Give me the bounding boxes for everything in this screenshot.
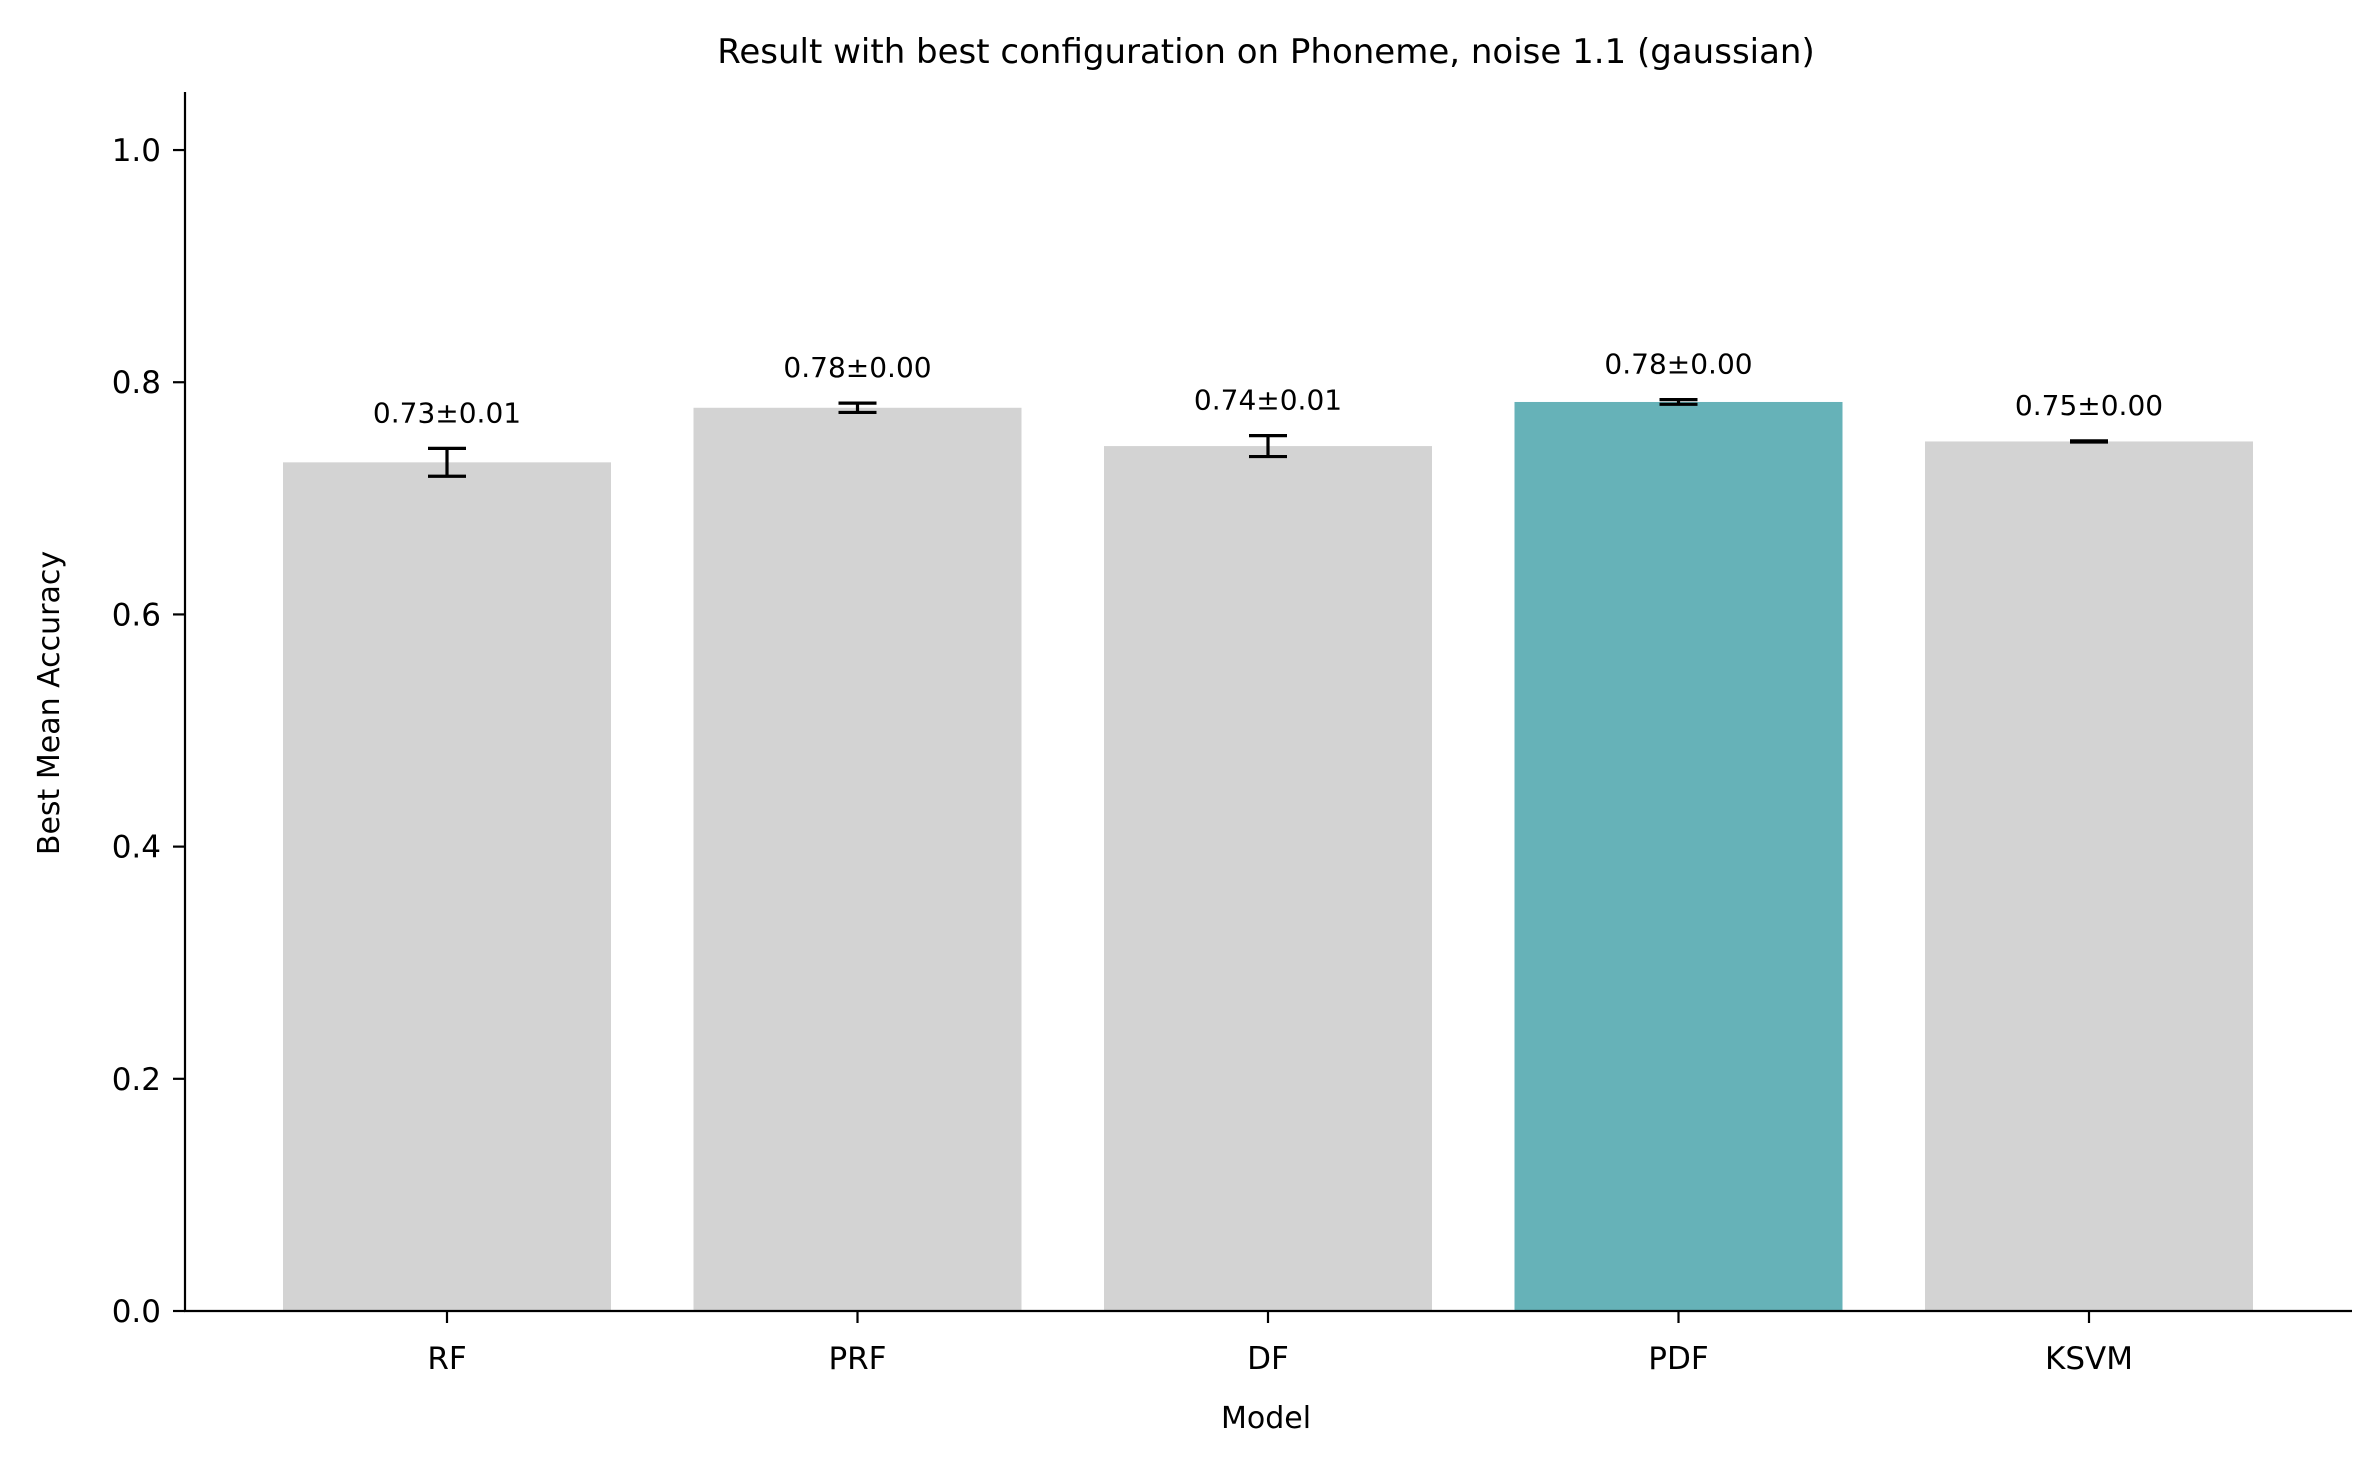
chart-title: Result with best configuration on Phonem… [717,32,1815,72]
x-axis-ticks: RF PRF DF PDF KSVM [427,1311,2133,1377]
data-label-prf: 0.78±0.00 [783,351,931,384]
y-axis-label: Best Mean Accuracy [32,551,67,855]
x-tick-label: DF [1247,1341,1289,1377]
x-tick-label: KSVM [2045,1341,2133,1377]
error-bars-group [428,398,2108,478]
data-label-ksvm: 0.75±0.00 [2015,389,2163,422]
bar-ksvm [1925,441,2253,1311]
y-tick-label: 1.0 [112,133,161,169]
y-tick-label: 0.2 [112,1062,161,1098]
bar-prf [693,407,1022,1311]
x-tick-label: PRF [828,1341,886,1377]
data-label-rf: 0.73±0.01 [373,396,521,429]
data-label-df: 0.74±0.01 [1194,384,1342,417]
error-bar-prf [838,401,877,415]
y-tick-label: 0.4 [112,830,161,866]
x-tick-label: RF [427,1341,466,1377]
bar-rf [283,462,611,1311]
error-bar-df [1249,434,1287,459]
y-tick-label: 0.8 [112,365,161,401]
x-axis-label: Model [1221,1401,1311,1436]
y-tick-label: 0.6 [112,597,161,633]
y-axis-ticks: 0.0 0.2 0.4 0.6 0.8 1.0 [112,133,185,1330]
error-bar-ksvm [2070,439,2108,444]
data-label-pdf: 0.78±0.00 [1604,348,1752,381]
bars-group [283,401,2253,1312]
data-labels-group: 0.73±0.01 0.78±0.00 0.74±0.01 0.78±0.00 0.75… [373,348,2163,430]
error-bar-rf [428,446,466,478]
error-bar-pdf [1659,398,1698,406]
bar-pdf [1514,401,1843,1312]
y-tick-label: 0.0 [112,1294,161,1330]
x-tick-label: PDF [1648,1341,1708,1377]
bar-df [1104,446,1432,1312]
